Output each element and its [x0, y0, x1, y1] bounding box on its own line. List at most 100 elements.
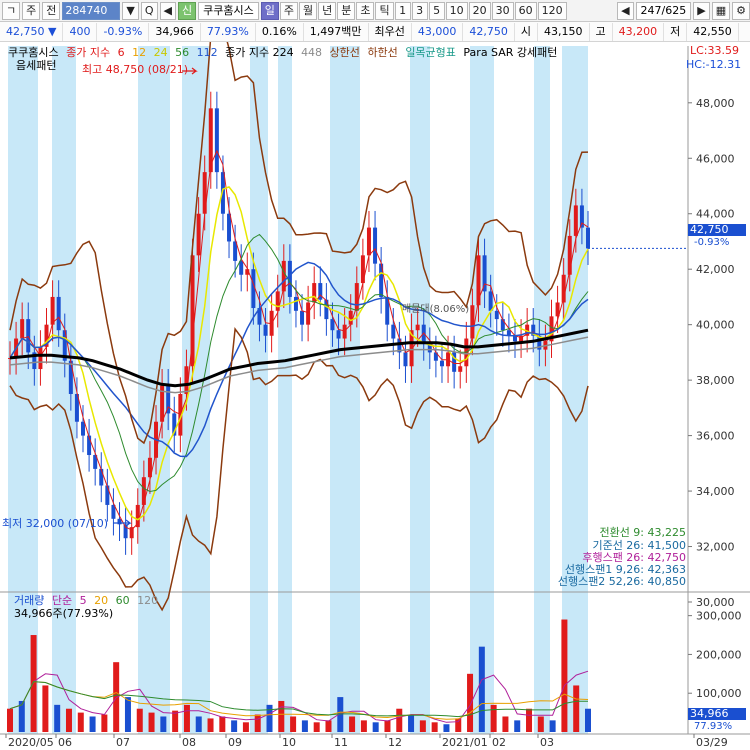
volume-bar — [301, 720, 308, 732]
tab-period-4[interactable]: 분 — [337, 1, 356, 20]
x-tick-label: 2021/01 — [442, 736, 488, 749]
candle — [433, 352, 438, 361]
candle — [275, 291, 280, 311]
tab-period-5[interactable]: 초 — [356, 1, 375, 20]
high-arrow — [182, 67, 198, 75]
candle — [427, 344, 432, 353]
tab-period-0[interactable]: 일 — [260, 1, 279, 20]
high-price: 43,200 — [613, 22, 665, 41]
candle — [318, 283, 323, 300]
open-label: 시 — [515, 22, 539, 41]
price-bar: 42,750 ▼ 400 -0.93% 34,966 77.93% 0.16% … — [0, 22, 750, 42]
volume-bar — [443, 724, 450, 732]
tab-period-14[interactable]: 120 — [537, 1, 567, 20]
legend-lower: 하한선 — [367, 46, 398, 59]
legend-ma-56: 56 — [175, 46, 190, 59]
tab-period-3[interactable]: 년 — [318, 1, 337, 20]
candle — [555, 302, 560, 317]
tab-period-13[interactable]: 60 — [514, 1, 537, 20]
y-tick-label: 36,000 — [696, 430, 735, 443]
candle — [348, 310, 353, 325]
tab-period-6[interactable]: 틱 — [375, 1, 394, 20]
legend-ma-112: 112 — [196, 46, 218, 59]
highlight-band — [534, 46, 550, 734]
stock-code-input[interactable]: 284740 — [62, 1, 121, 20]
pref-label: 최우선 — [369, 22, 412, 41]
tab-period-10[interactable]: 10 — [445, 1, 468, 20]
volume-bar — [219, 716, 226, 732]
volume-bar — [30, 635, 37, 732]
candle — [549, 316, 554, 342]
volume-bar — [408, 714, 415, 732]
ichimoku-tenkan: 전환선 9: 43,225 — [599, 526, 686, 539]
x-tick-label: 11 — [334, 736, 348, 749]
volume-bar — [585, 708, 591, 732]
toolbar: ㄱ 주 전 284740 ▼ Q ◀ 신 쿠쿠홈시스 일 주 월 년 분 초 틱 1 3 5 10 2… — [0, 0, 750, 22]
ma-56-line — [9, 233, 589, 493]
volume-bar — [325, 720, 332, 732]
legend-ichimoku: 일목균형표 — [405, 46, 456, 59]
chevron-down-icon[interactable]: ▼ — [122, 1, 139, 20]
ma-224-line — [9, 328, 589, 388]
prev-button[interactable]: 전 — [42, 1, 61, 20]
volume-bar — [160, 716, 167, 732]
tab-period-7[interactable]: 1 — [394, 1, 411, 20]
candle — [208, 108, 213, 173]
volume-bar — [183, 704, 190, 732]
lc-value: LC:33.59 — [690, 44, 740, 57]
highlight-band — [410, 46, 430, 734]
grid-icon[interactable]: ▦ — [711, 1, 731, 20]
volume-tick-label: 200,000 — [696, 648, 742, 661]
candle — [573, 205, 578, 236]
tab-period-2[interactable]: 월 — [298, 1, 318, 20]
ma-112-line — [9, 261, 589, 458]
volume-tick-label: 300,000 — [696, 610, 742, 623]
y-tick-label: 32,000 — [696, 541, 735, 554]
next-page-icon[interactable]: ▶ — [693, 1, 710, 20]
volume-bar — [254, 714, 261, 732]
tab-period-9[interactable]: 5 — [428, 1, 445, 20]
tab-period-12[interactable]: 30 — [491, 1, 514, 20]
candle — [147, 457, 152, 478]
stock-chart[interactable]: 48,000 46,000 44,000 42,000 40,000 38,000 36,0… — [0, 42, 750, 750]
tab-period-8[interactable]: 3 — [411, 1, 428, 20]
candle — [239, 260, 244, 275]
bollinger-lower — [9, 327, 589, 612]
open-price: 43,150 — [538, 22, 590, 41]
candle — [263, 324, 268, 336]
turnover-rate: 0.16% — [256, 22, 304, 41]
price-change: 400 — [63, 22, 98, 41]
current-price-box: 42,750 — [688, 224, 746, 236]
candle — [135, 504, 140, 528]
volume-bar — [113, 662, 120, 732]
volume-bar — [278, 700, 285, 732]
prev-page-icon[interactable]: ◀ — [617, 1, 634, 20]
tab-period-11[interactable]: 20 — [468, 1, 491, 20]
tab-period-1[interactable]: 주 — [279, 1, 298, 20]
volume-ma-20-line — [9, 681, 589, 720]
candle — [227, 213, 232, 242]
candle — [354, 283, 359, 311]
volume-bar — [290, 716, 297, 732]
ichimoku-kijun: 기준선 26: 41,500 — [592, 539, 686, 552]
volume-profile-label: 매물대(8.06%) — [402, 304, 470, 315]
candle — [537, 335, 542, 350]
stock-type-button[interactable]: 주 — [22, 1, 41, 20]
candle — [160, 385, 165, 422]
price-rate: -0.93% — [97, 22, 150, 41]
candle — [26, 319, 31, 353]
sound-icon[interactable]: ◀ — [159, 1, 176, 20]
candle — [531, 324, 536, 336]
candle — [245, 269, 250, 275]
candle — [87, 435, 92, 456]
candle — [488, 291, 493, 311]
candle — [68, 360, 73, 394]
ichimoku-senkou2: 선행스팬2 52,26: 40,850 — [557, 575, 686, 588]
volume-current-box: 34,966 — [688, 708, 746, 720]
menu-button[interactable]: ㄱ — [2, 1, 21, 20]
settings-icon[interactable]: ⚙ — [732, 1, 750, 20]
candle — [415, 324, 420, 331]
search-icon[interactable]: Q — [140, 1, 158, 20]
volume-ma-60: 60 — [115, 594, 130, 607]
y-tick-label: 44,000 — [696, 208, 735, 221]
